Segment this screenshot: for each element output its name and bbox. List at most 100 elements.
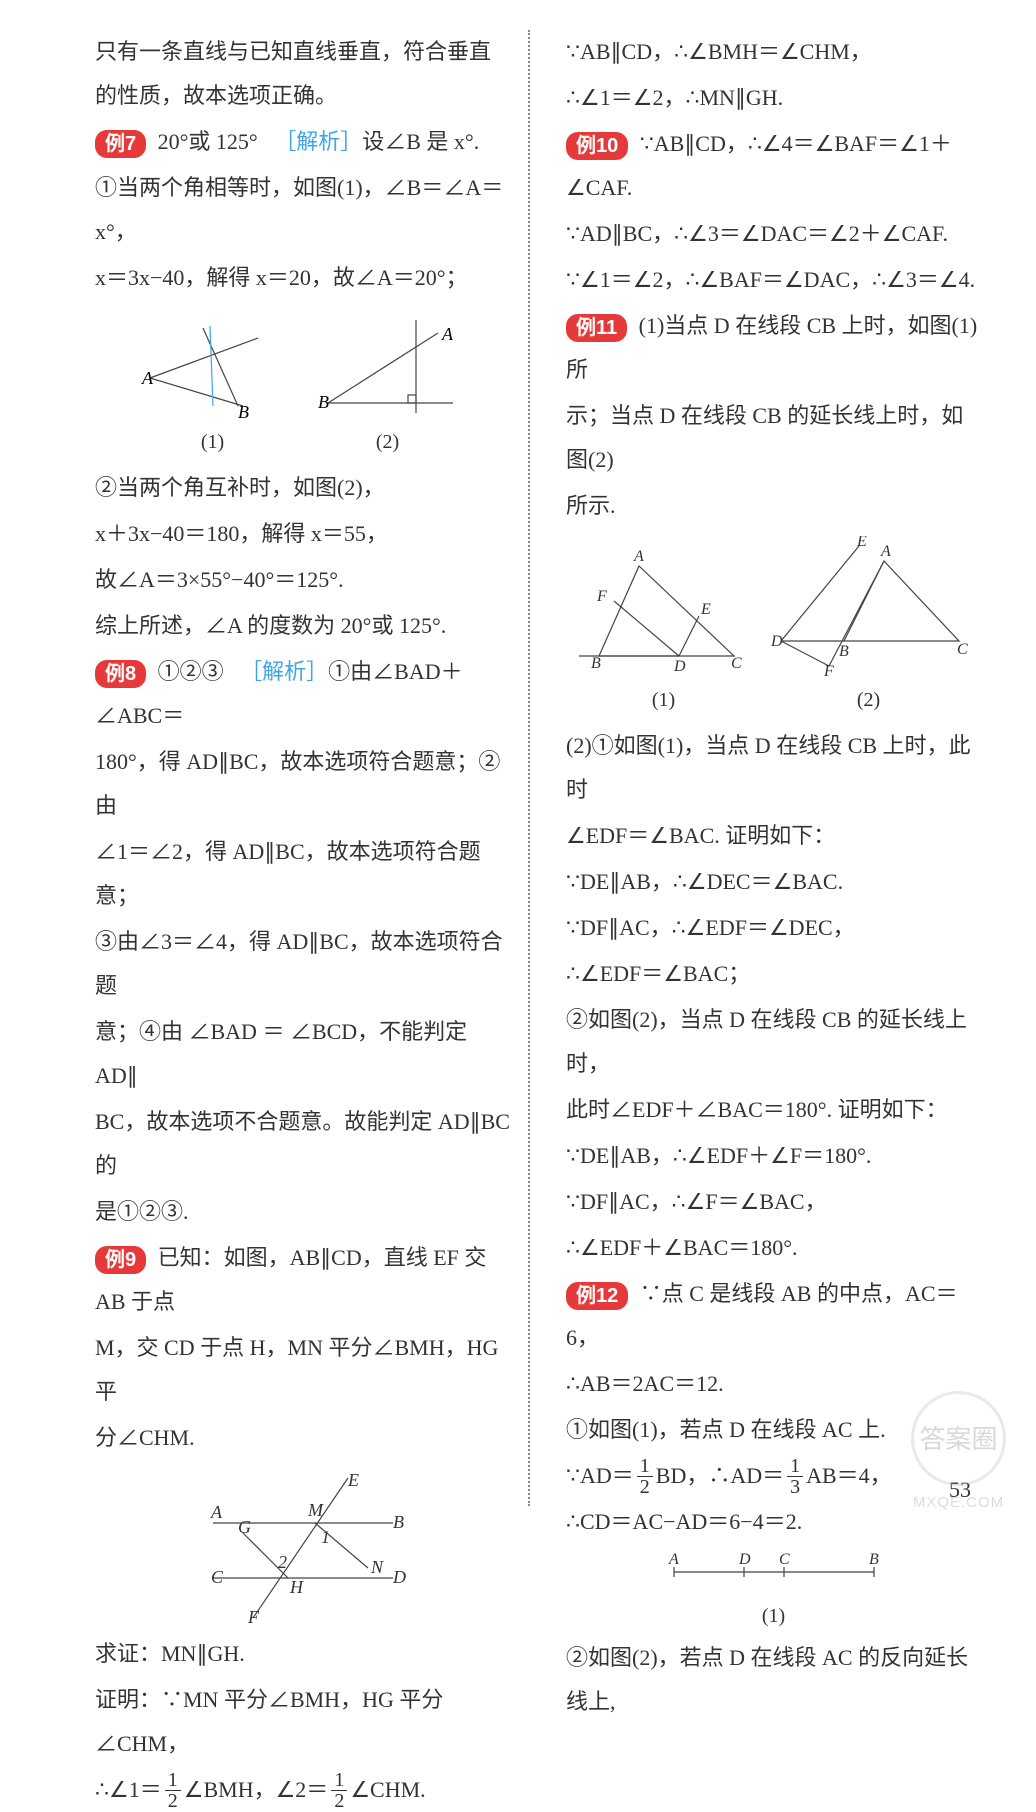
- svg-text:C: C: [957, 641, 968, 658]
- right-column: ∵AB∥CD，∴∠BMH＝∠CHM， ∴∠1＝∠2，∴MN∥GH. 例10 ∵A…: [558, 30, 981, 1506]
- text: ∵DE∥AB，∴∠EDF＋∠F＝180°.: [566, 1134, 981, 1178]
- fig-label: (2): [769, 680, 969, 720]
- text: ∴∠EDF＋∠BAC＝180°.: [566, 1226, 981, 1270]
- ex7-fig2: A B: [308, 308, 468, 418]
- text: ∵∠1＝∠2，∴∠BAF＝∠DAC，∴∠3＝∠4.: [566, 258, 981, 302]
- text: ②如图(2)，当点 D 在线段 CB 的延长线上时，: [566, 998, 981, 1086]
- fig-label: (1): [579, 680, 749, 720]
- text: ∵DE∥AB，∴∠DEC＝∠BAC.: [566, 860, 981, 904]
- text: AB＝4，: [806, 1454, 892, 1498]
- svg-text:A: A: [210, 1502, 223, 1522]
- text: x＝3x−40，解得 x＝20，故∠A＝20°；: [95, 256, 510, 300]
- text: ∵DF∥AC，∴∠EDF＝∠DEC，: [566, 906, 981, 950]
- ex8-answer: ①②③: [158, 659, 224, 684]
- text: ∠CHM.: [350, 1768, 425, 1812]
- svg-text:H: H: [289, 1577, 304, 1597]
- svg-text:B: B: [839, 643, 849, 660]
- text: ②如图(2)，若点 D 在线段 AC 的反向延长线上,: [566, 1636, 981, 1724]
- text: ∵AD＝: [566, 1454, 634, 1498]
- text: ∠EDF＝∠BAC. 证明如下：: [566, 814, 981, 858]
- svg-text:C: C: [211, 1567, 224, 1587]
- ex7-answer: 20°或 125°: [158, 129, 258, 154]
- ex7-figures: A B (1) A B (2): [95, 308, 510, 462]
- fraction: 12: [637, 1456, 653, 1497]
- text: 只有一条直线与已知直线垂直，符合垂直的性质，故本选项正确。: [95, 30, 510, 118]
- text: 所示.: [566, 484, 981, 528]
- watermark-url: MXQE.COM: [911, 1488, 1006, 1518]
- text: M，交 CD 于点 H，MN 平分∠BMH，HG 平: [95, 1326, 510, 1414]
- svg-text:A: A: [441, 324, 454, 344]
- svg-text:B: B: [869, 1552, 879, 1568]
- text: 意；④由 ∠BAD ＝ ∠BCD，不能判定 AD∥: [95, 1010, 510, 1098]
- svg-text:1: 1: [321, 1527, 330, 1547]
- svg-text:E: E: [700, 601, 711, 618]
- text: BC，故本选项不合题意。故能判定 AD∥BC 的: [95, 1100, 510, 1188]
- badge-ex7: 例7: [95, 130, 146, 158]
- svg-text:B: B: [238, 402, 249, 418]
- ex7-analysis: 设∠B 是 x°.: [362, 129, 479, 154]
- fraction: 13: [787, 1456, 803, 1497]
- fig-label: (2): [308, 422, 468, 462]
- ex9-svg: AB CD EF MH GN 12: [193, 1468, 413, 1628]
- svg-text:B: B: [591, 655, 601, 672]
- svg-text:F: F: [247, 1607, 260, 1627]
- text: 示；当点 D 在线段 CB 的延长线上时，如图(2): [566, 394, 981, 482]
- text: 已知：如图，AB∥CD，直线 EF 交 AB 于点: [95, 1245, 486, 1314]
- text: ∴∠1＝: [95, 1768, 162, 1812]
- text: ∵AD∥BC，∴∠3＝∠DAC＝∠2＋∠CAF.: [566, 212, 981, 256]
- ex11-fig2: A B C D E F: [769, 536, 969, 676]
- svg-text:B: B: [318, 392, 329, 412]
- text: 此时∠EDF＋∠BAC＝180°. 证明如下：: [566, 1088, 981, 1132]
- analysis-label: ［解析］: [274, 129, 362, 154]
- ex11-figures: A B C D E F (1): [566, 536, 981, 720]
- text: 分∠CHM.: [95, 1416, 510, 1460]
- svg-text:E: E: [856, 536, 867, 550]
- svg-text:E: E: [347, 1470, 359, 1490]
- ex9-header: 例9 已知：如图，AB∥CD，直线 EF 交 AB 于点: [95, 1236, 510, 1324]
- text: ∵AB∥CD，∴∠BMH＝∠CHM，: [566, 30, 981, 74]
- svg-text:D: D: [738, 1552, 751, 1568]
- badge-ex12: 例12: [566, 1282, 628, 1310]
- ex11-header: 例11 (1)当点 D 在线段 CB 上时，如图(1)所: [566, 304, 981, 392]
- text: 求证：MN∥GH.: [95, 1632, 510, 1676]
- svg-text:N: N: [370, 1557, 384, 1577]
- ex12-header: 例12 ∵点 C 是线段 AB 的中点，AC＝6，: [566, 1272, 981, 1360]
- text: ∠BMH，∠2＝: [184, 1768, 329, 1812]
- text: ③由∠3＝∠4，得 AD∥BC，故本选项符合题: [95, 920, 510, 1008]
- text: 180°，得 AD∥BC，故本选项符合题意；②由: [95, 740, 510, 828]
- watermark: 答案圈 MXQE.COM: [911, 1391, 1006, 1518]
- text: x＋3x−40＝180，解得 x＝55，: [95, 512, 510, 556]
- watermark-text: 答案圈: [911, 1391, 1006, 1486]
- fraction: 12: [331, 1770, 347, 1811]
- svg-text:D: D: [770, 633, 783, 650]
- text: ∵DF∥AC，∴∠F＝∠BAC，: [566, 1180, 981, 1224]
- ex11-fig1: A B C D E F: [579, 546, 749, 676]
- svg-text:F: F: [823, 663, 834, 676]
- svg-text:A: A: [633, 548, 644, 565]
- svg-text:F: F: [596, 588, 607, 605]
- text: BD，∴AD＝: [656, 1454, 784, 1498]
- ex7-header: 例7 20°或 125° ［解析］设∠B 是 x°.: [95, 120, 510, 164]
- svg-text:B: B: [393, 1512, 404, 1532]
- left-column: 只有一条直线与已知直线垂直，符合垂直的性质，故本选项正确。 例7 20°或 12…: [95, 30, 530, 1506]
- text: (2)①如图(1)，当点 D 在线段 CB 上时，此时: [566, 724, 981, 812]
- text: ∠1＝∠2，得 AD∥BC，故本选项符合题意；: [95, 830, 510, 918]
- svg-text:2: 2: [278, 1552, 287, 1572]
- fig-label: (1): [566, 1596, 981, 1636]
- ex12-seg-svg: A D C B: [644, 1552, 904, 1592]
- fig-label: (1): [138, 422, 288, 462]
- text: 证明：∵MN 平分∠BMH，HG 平分∠CHM，: [95, 1678, 510, 1766]
- svg-text:A: A: [880, 543, 891, 560]
- text: ∴∠EDF＝∠BAC；: [566, 952, 981, 996]
- svg-text:C: C: [731, 655, 742, 672]
- ex10-header: 例10 ∵AB∥CD，∴∠4＝∠BAF＝∠1＋∠CAF.: [566, 122, 981, 210]
- text: ∴∠1＝∠2，∴MN∥GH.: [566, 76, 981, 120]
- analysis-label: ［解析］: [240, 659, 328, 684]
- svg-text:D: D: [673, 658, 686, 675]
- text: ①当两个角相等时，如图(1)，∠B＝∠A＝x°，: [95, 166, 510, 254]
- ex7-fig1: A B: [138, 308, 288, 418]
- fraction: 12: [165, 1770, 181, 1811]
- svg-text:C: C: [779, 1552, 790, 1568]
- badge-ex8: 例8: [95, 660, 146, 688]
- ex9-figure: AB CD EF MH GN 12: [95, 1468, 510, 1628]
